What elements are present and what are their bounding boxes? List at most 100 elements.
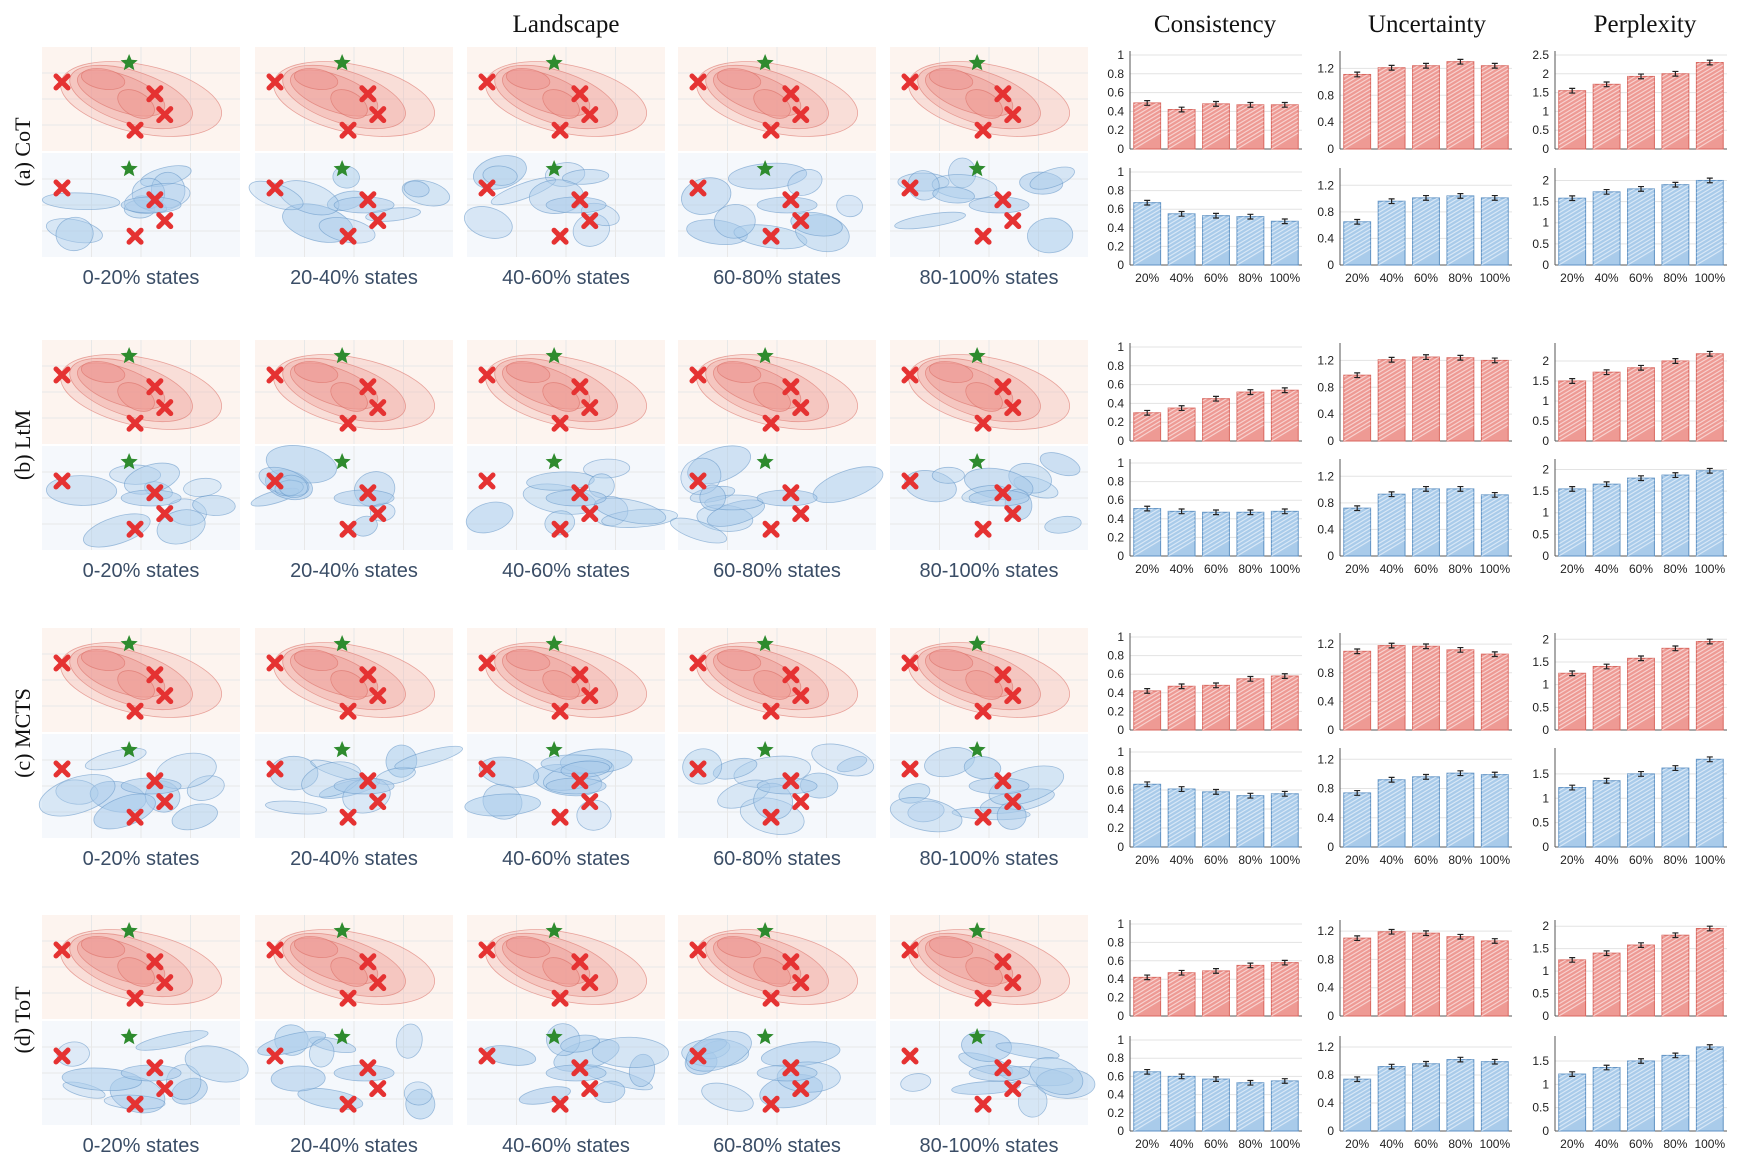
star-marker-icon bbox=[120, 922, 138, 939]
y-tick-label: 0 bbox=[1542, 258, 1549, 272]
error-bar bbox=[1144, 1068, 1151, 1075]
y-tick-label: 0.8 bbox=[1317, 666, 1334, 680]
cross-marker-icon bbox=[689, 179, 707, 197]
y-tick-label: 1.2 bbox=[1317, 469, 1334, 483]
y-tick-label: 0.8 bbox=[1317, 496, 1334, 510]
error-bar bbox=[1281, 101, 1288, 108]
y-tick-label: 0.6 bbox=[1107, 86, 1124, 100]
cross-marker-icon bbox=[126, 1095, 144, 1113]
cross-marker-icon bbox=[53, 366, 71, 384]
y-tick-label: 2 bbox=[1542, 462, 1549, 476]
cross-marker-icon bbox=[782, 1059, 800, 1077]
row-label: (c) MCTS bbox=[10, 688, 35, 778]
x-tick-label: 60% bbox=[1414, 271, 1438, 285]
cross-marker-icon bbox=[156, 106, 174, 124]
cross-marker-icon bbox=[126, 989, 144, 1007]
x-tick-label: 100% bbox=[1694, 1137, 1725, 1151]
y-tick-label: 1 bbox=[1117, 1033, 1124, 1047]
landscape-panel-blue bbox=[890, 1021, 1096, 1125]
landscape-panel-red bbox=[255, 628, 453, 732]
bar-hatch bbox=[1696, 641, 1724, 730]
bar-chart-consistency-blue: 0 0.2 0.4 0.6 0.8 1 20% 40% 60% 80% 100% bbox=[1107, 456, 1302, 576]
x-tick-label: 40% bbox=[1380, 562, 1404, 576]
star-marker-icon bbox=[120, 160, 138, 177]
landscape-panel-blue bbox=[678, 734, 876, 838]
x-tick-label: 40% bbox=[1595, 271, 1619, 285]
bar-charts: 0 0.2 0.4 0.6 0.8 1 0 0.4 0.8 1.2 0 0.5 1 1.5 2 2.5 0 0.2… bbox=[1107, 48, 1727, 1151]
y-tick-label: 1.2 bbox=[1317, 61, 1334, 75]
bar-hatch bbox=[1168, 109, 1196, 149]
error-bar bbox=[1457, 646, 1464, 653]
error-bar bbox=[1281, 218, 1288, 225]
star-marker-icon bbox=[756, 635, 774, 652]
error-bar bbox=[1423, 930, 1429, 937]
bar-hatch bbox=[1593, 372, 1621, 442]
star-marker-icon bbox=[120, 347, 138, 364]
state-label: 80-100% states bbox=[920, 560, 1059, 582]
cross-marker-icon bbox=[146, 772, 164, 790]
x-tick-label: 40% bbox=[1595, 853, 1619, 867]
x-tick-label: 80% bbox=[1238, 562, 1262, 576]
y-tick-label: 0.4 bbox=[1317, 1096, 1334, 1110]
landscape-panel-blue bbox=[463, 153, 665, 257]
cross-marker-icon bbox=[581, 106, 599, 124]
y-tick-label: 2 bbox=[1542, 632, 1549, 646]
error-bar bbox=[1706, 59, 1713, 66]
star-marker-icon bbox=[756, 741, 774, 758]
y-tick-label: 1 bbox=[1542, 104, 1549, 118]
error-bar bbox=[1388, 64, 1395, 71]
x-tick-label: 40% bbox=[1595, 1137, 1619, 1151]
cross-marker-icon bbox=[266, 73, 284, 91]
bar-hatch bbox=[1661, 1055, 1689, 1132]
y-tick-label: 1 bbox=[1117, 48, 1124, 62]
bar-hatch bbox=[1481, 940, 1509, 1016]
x-tick-label: 60% bbox=[1629, 271, 1653, 285]
error-bar bbox=[1423, 773, 1429, 780]
error-bar bbox=[1457, 933, 1464, 940]
bar-hatch bbox=[1593, 666, 1621, 730]
cross-marker-icon bbox=[156, 505, 174, 523]
error-bar bbox=[1354, 1076, 1361, 1083]
cross-marker-icon bbox=[126, 520, 144, 538]
y-tick-label: 2 bbox=[1542, 173, 1549, 187]
cross-marker-icon bbox=[689, 1047, 707, 1065]
x-tick-label: 60% bbox=[1629, 853, 1653, 867]
star-marker-icon bbox=[756, 922, 774, 939]
cross-marker-icon bbox=[792, 106, 810, 124]
landscape-panel-red bbox=[467, 340, 665, 444]
x-tick-label: 80% bbox=[1663, 271, 1687, 285]
bar-hatch bbox=[1696, 180, 1724, 265]
landscape-panel-red bbox=[890, 340, 1088, 444]
bar-chart-consistency-blue: 0 0.2 0.4 0.6 0.8 1 20% 40% 60% 80% 100% bbox=[1107, 745, 1302, 867]
landscape-panel-blue bbox=[890, 153, 1088, 257]
landscape-panel-red bbox=[678, 915, 876, 1019]
row-label: (a) CoT bbox=[10, 117, 35, 187]
x-tick-label: 80% bbox=[1238, 853, 1262, 867]
x-tick-label: 40% bbox=[1170, 562, 1194, 576]
cross-marker-icon bbox=[901, 366, 919, 384]
error-bar bbox=[1491, 194, 1498, 201]
cross-marker-icon bbox=[581, 687, 599, 705]
cross-marker-icon bbox=[994, 953, 1012, 971]
landscape-panel-blue bbox=[678, 1021, 876, 1125]
cross-marker-icon bbox=[762, 808, 780, 826]
star-marker-icon bbox=[333, 160, 351, 177]
y-tick-label: 0 bbox=[1117, 549, 1124, 563]
y-tick-label: 2 bbox=[1542, 67, 1549, 81]
star-marker-icon bbox=[968, 453, 986, 470]
bar-hatch bbox=[1627, 945, 1655, 1017]
cross-marker-icon bbox=[551, 121, 569, 139]
cross-marker-icon bbox=[156, 687, 174, 705]
y-tick-label: 0 bbox=[1542, 1009, 1549, 1023]
x-tick-label: 80% bbox=[1448, 1137, 1472, 1151]
bar-hatch bbox=[1446, 936, 1474, 1016]
bar-hatch bbox=[1343, 508, 1371, 556]
x-tick-label: 20% bbox=[1560, 1137, 1584, 1151]
star-marker-icon bbox=[120, 635, 138, 652]
star-marker-icon bbox=[120, 1028, 138, 1045]
cross-marker-icon bbox=[571, 484, 589, 502]
y-tick-label: 0.8 bbox=[1107, 764, 1124, 778]
state-label: 80-100% states bbox=[920, 848, 1059, 870]
bar-hatch bbox=[1481, 1061, 1509, 1131]
cross-marker-icon bbox=[156, 212, 174, 230]
